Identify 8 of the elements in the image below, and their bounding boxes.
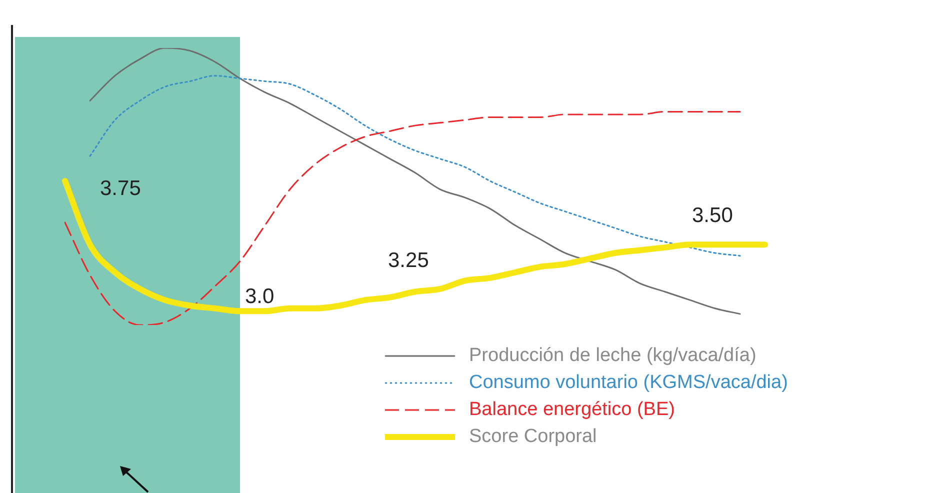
annotation: 3.50 bbox=[692, 204, 733, 227]
annotation: 3.25 bbox=[388, 249, 429, 272]
legend-label: Balance energético (BE) bbox=[469, 398, 675, 422]
annotation: 3.0 bbox=[245, 285, 274, 308]
legend-label: Producción de leche (kg/vaca/día) bbox=[469, 344, 756, 368]
legend-label: Score Corporal bbox=[469, 425, 597, 449]
legend-label: Consumo voluntario (KGMS/vaca/dia) bbox=[469, 371, 788, 395]
annotation: 3.75 bbox=[100, 177, 141, 200]
